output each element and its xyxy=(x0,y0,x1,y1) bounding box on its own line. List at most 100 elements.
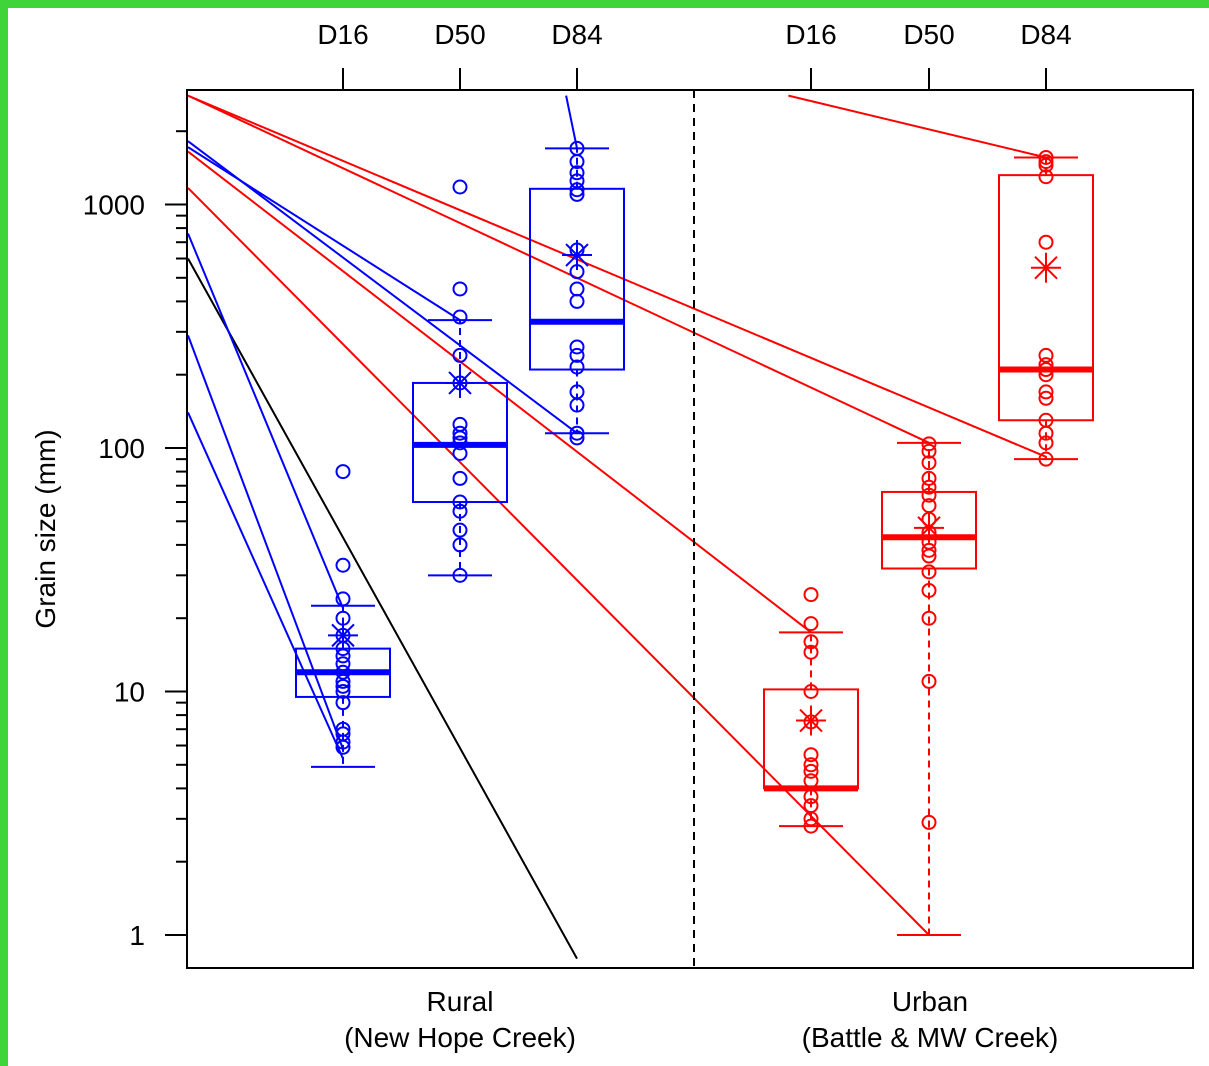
data-point xyxy=(569,347,585,363)
data-point xyxy=(569,339,585,355)
mean-marker-d2 xyxy=(448,371,472,395)
data-point xyxy=(569,182,585,198)
data-point xyxy=(921,610,937,626)
data-point xyxy=(452,281,468,297)
data-point xyxy=(1038,425,1054,441)
reference-line xyxy=(187,258,578,960)
data-point xyxy=(452,179,468,195)
plot-frame xyxy=(186,89,1194,969)
axes: 1 10 100 1000 D16 D50 D84 D16 D50 D84 xyxy=(83,19,1194,969)
data-point xyxy=(335,684,351,699)
data-point xyxy=(1038,157,1054,173)
reference-line xyxy=(187,233,344,609)
data-point xyxy=(803,818,819,834)
top-tick-label: D84 xyxy=(551,19,602,50)
data-point xyxy=(569,154,585,170)
data-point xyxy=(803,757,819,773)
data-point xyxy=(335,734,351,750)
data-point xyxy=(1038,384,1054,400)
y-tick-label: 10 xyxy=(114,677,145,708)
group-sublabel-rural: (New Hope Creek) xyxy=(344,1022,576,1053)
reference-line xyxy=(187,150,812,634)
box-d84-urban xyxy=(998,149,1094,467)
data-point xyxy=(1038,451,1054,467)
data-point xyxy=(569,293,585,309)
data-point xyxy=(452,347,468,363)
reference-line xyxy=(565,95,578,149)
data-point xyxy=(1038,347,1054,363)
data-point xyxy=(921,455,937,471)
mean-marker-d2 xyxy=(331,623,355,648)
box-iqr xyxy=(881,490,977,570)
data-point xyxy=(921,470,937,486)
data-point xyxy=(921,436,937,452)
data-point xyxy=(569,281,585,297)
reference-line xyxy=(187,94,1047,458)
data-point xyxy=(803,811,819,827)
y-tick-label: 100 xyxy=(98,433,145,464)
data-point xyxy=(335,678,351,694)
data-point xyxy=(569,425,585,441)
data-point xyxy=(452,522,468,538)
data-point xyxy=(921,548,937,564)
data-point xyxy=(335,557,351,573)
data-point xyxy=(1038,435,1054,451)
box-d50-urban xyxy=(881,436,977,936)
box-iqr xyxy=(998,174,1094,422)
data-point xyxy=(921,673,937,689)
data-point xyxy=(803,684,819,699)
data-point xyxy=(569,359,585,375)
data-point xyxy=(452,470,468,486)
data-point xyxy=(335,464,351,480)
data-point xyxy=(803,634,819,650)
top-tick-label: D16 xyxy=(785,19,836,50)
mean-marker-d2 xyxy=(565,243,589,267)
reference-line xyxy=(187,140,578,435)
data-point xyxy=(452,309,468,325)
y-tick-label: 1000 xyxy=(83,190,145,221)
data-point xyxy=(803,616,819,632)
reference-line xyxy=(187,335,344,750)
data-point xyxy=(921,443,937,459)
data-point xyxy=(569,165,585,181)
data-point xyxy=(921,582,937,598)
box-group xyxy=(295,140,1094,936)
reference-line xyxy=(187,187,930,936)
y-tick-label: 1 xyxy=(129,920,145,951)
box-d16-rural xyxy=(295,464,391,768)
data-point xyxy=(921,814,937,830)
box-d84-rural xyxy=(529,140,625,446)
mean-marker-d2 xyxy=(1034,256,1058,280)
data-point xyxy=(569,430,585,446)
top-tick-label: D50 xyxy=(903,19,954,50)
data-point xyxy=(1038,149,1054,165)
data-point xyxy=(803,763,819,779)
data-point xyxy=(335,739,351,755)
reference-line xyxy=(788,94,1047,159)
data-point xyxy=(452,425,468,441)
reference-line xyxy=(187,146,461,321)
data-point xyxy=(452,503,468,519)
data-point xyxy=(335,591,351,607)
data-point xyxy=(569,186,585,202)
data-point xyxy=(569,397,585,413)
data-point xyxy=(335,695,351,711)
data-point xyxy=(921,542,937,558)
y-axis-label: Grain size (mm) xyxy=(30,429,61,628)
data-point xyxy=(1038,390,1054,406)
box-d50-rural xyxy=(412,179,508,583)
data-point xyxy=(921,564,937,580)
reference-line xyxy=(187,94,930,444)
box-iqr xyxy=(529,187,625,371)
data-point xyxy=(803,587,819,603)
top-tick-label: D84 xyxy=(1020,19,1071,50)
data-point xyxy=(452,494,468,510)
box-d16-urban xyxy=(763,587,859,834)
top-tick-label: D16 xyxy=(317,19,368,50)
mean-marker-d2 xyxy=(917,516,941,540)
data-point xyxy=(921,479,937,495)
group-label-rural: Rural xyxy=(427,986,494,1017)
reference-line xyxy=(187,412,344,760)
